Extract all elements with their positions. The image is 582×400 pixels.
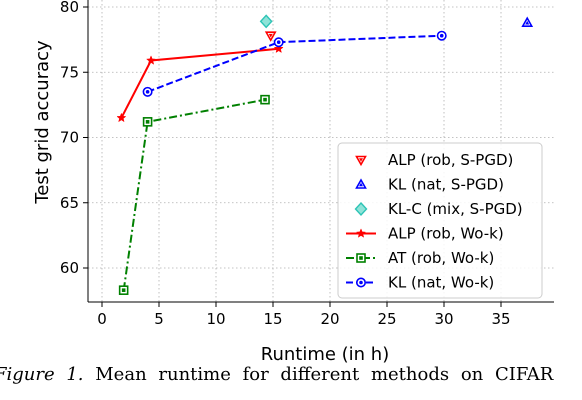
series-layer bbox=[116, 14, 534, 295]
x-tick-label: 0 bbox=[97, 310, 107, 328]
y-axis-label: Test grid accuracy bbox=[32, 40, 53, 205]
data-point bbox=[521, 16, 534, 27]
legend-label: KL (nat, S-PGD) bbox=[388, 176, 504, 194]
x-axis-label: Runtime (in h) bbox=[261, 344, 390, 365]
figure-label: Figure 1. bbox=[0, 364, 84, 385]
series-0 bbox=[264, 31, 277, 42]
x-tick-label: 10 bbox=[206, 310, 225, 328]
y-ticks: 60 65 70 75 80 bbox=[60, 0, 88, 277]
legend-label: KL-C (mix, S-PGD) bbox=[388, 200, 523, 218]
series-line bbox=[147, 34, 442, 93]
series-1 bbox=[521, 16, 534, 27]
y-tick-label: 75 bbox=[60, 63, 79, 81]
legend-marker-fill bbox=[359, 256, 363, 260]
series-4 bbox=[118, 94, 270, 295]
data-point-fill bbox=[525, 20, 530, 25]
legend-marker-fill bbox=[359, 182, 363, 187]
x-tick-label: 5 bbox=[154, 310, 164, 328]
data-point-fill bbox=[268, 33, 273, 38]
x-tick-label: 15 bbox=[263, 310, 282, 328]
data-point bbox=[273, 43, 284, 54]
legend-marker bbox=[355, 155, 367, 167]
x-ticks: 0 5 10 15 20 25 30 35 bbox=[97, 302, 511, 328]
legend-marker bbox=[355, 178, 367, 189]
data-point-fill bbox=[263, 97, 267, 102]
legend-marker bbox=[355, 228, 367, 238]
caption-text: Mean runtime for different methods on CI… bbox=[95, 364, 554, 385]
data-point-fill bbox=[121, 288, 126, 292]
data-point-fill bbox=[439, 33, 444, 38]
legend-items: ALP (rob, S-PGD) KL (nat, S-PGD) KL-C (mix… bbox=[346, 151, 523, 292]
legend-marker-fill bbox=[359, 158, 363, 162]
data-point bbox=[264, 31, 277, 42]
data-point-fill bbox=[145, 120, 150, 124]
y-tick-label: 60 bbox=[60, 259, 79, 277]
legend-item: KL-C (mix, S-PGD) bbox=[354, 200, 523, 218]
legend-label: ALP (rob, Wo-k) bbox=[388, 225, 504, 243]
legend-marker-fill bbox=[359, 280, 363, 285]
legend-marker bbox=[354, 201, 368, 217]
legend-item: ALP (rob, S-PGD) bbox=[355, 151, 513, 169]
data-point-fill bbox=[145, 90, 150, 94]
legend-label: AT (rob, Wo-k) bbox=[388, 249, 494, 267]
y-tick-label: 80 bbox=[60, 0, 79, 16]
series-2 bbox=[259, 14, 273, 29]
legend-item: ALP (rob, Wo-k) bbox=[346, 225, 504, 243]
data-point bbox=[259, 14, 273, 29]
x-tick-label: 30 bbox=[434, 310, 453, 328]
x-tick-label: 25 bbox=[377, 310, 396, 328]
x-tick-label: 35 bbox=[491, 310, 510, 328]
legend-item: KL (nat, Wo-k) bbox=[346, 274, 494, 292]
x-tick-label: 20 bbox=[320, 310, 339, 328]
series-3 bbox=[116, 43, 284, 123]
data-point-fill bbox=[276, 40, 281, 45]
legend: ALP (rob, S-PGD) KL (nat, S-PGD) KL-C (mix… bbox=[337, 142, 543, 299]
data-point bbox=[116, 112, 127, 123]
legend-item: KL (nat, S-PGD) bbox=[355, 176, 504, 194]
y-tick-label: 65 bbox=[60, 194, 79, 212]
data-point bbox=[146, 55, 157, 65]
legend-item: AT (rob, Wo-k) bbox=[346, 249, 494, 267]
series-line bbox=[120, 47, 279, 119]
y-tick-label: 70 bbox=[60, 129, 79, 147]
figure-caption: Figure 1. Mean runtime for different met… bbox=[0, 364, 582, 385]
legend-label: ALP (rob, S-PGD) bbox=[388, 151, 513, 169]
series-5 bbox=[142, 30, 447, 97]
series-line bbox=[122, 98, 266, 291]
legend-label: KL (nat, Wo-k) bbox=[388, 274, 494, 292]
legend-frame bbox=[337, 142, 543, 299]
